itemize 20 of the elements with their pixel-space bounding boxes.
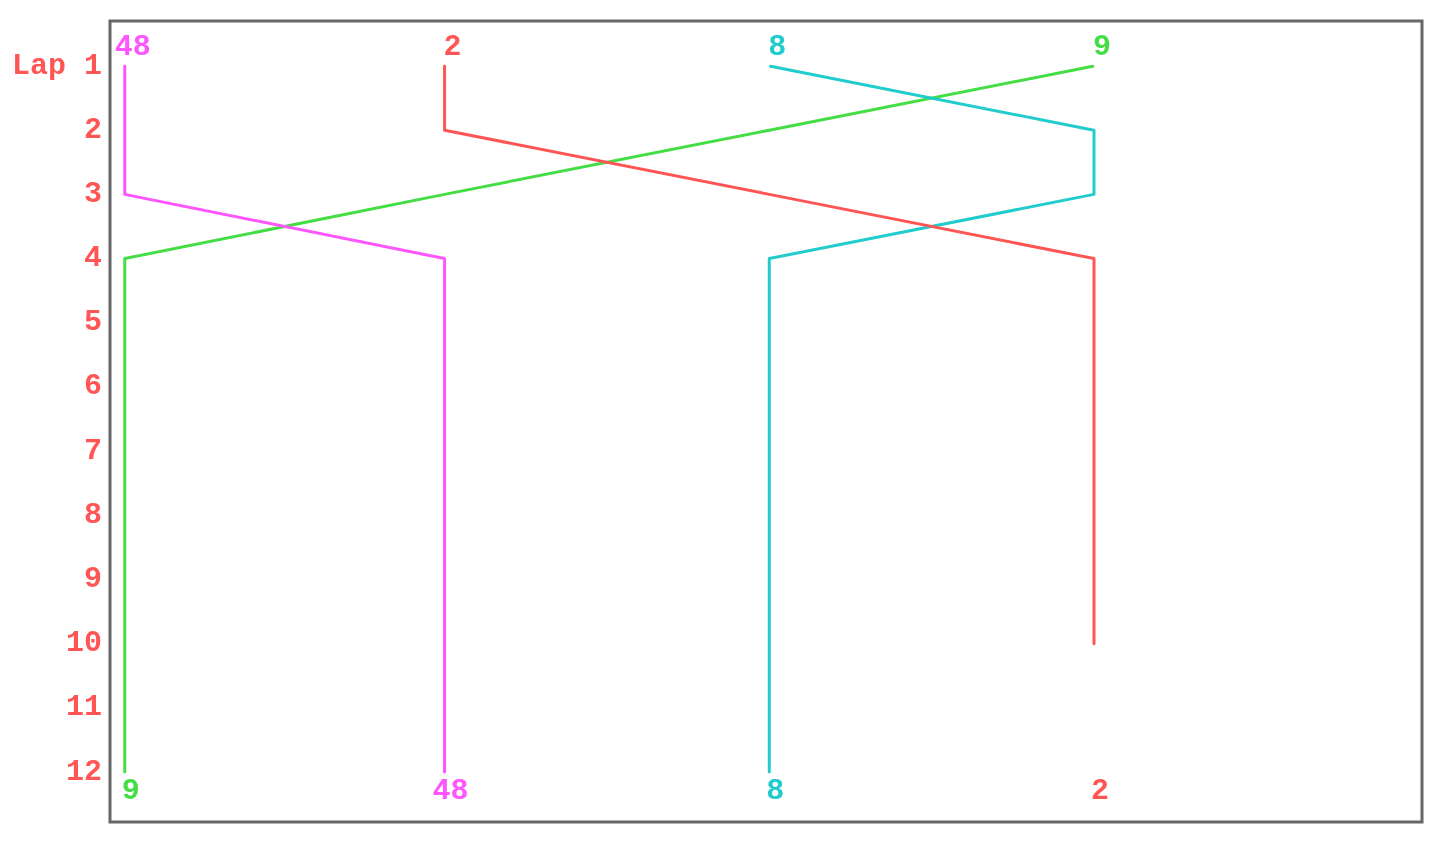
text: 48 [432, 773, 469, 808]
y-tick-label: 7 [83, 433, 102, 468]
series-label: 9 [1092, 29, 1112, 64]
y-tick-label: Lap 1 [11, 48, 102, 83]
category-label: 9 [121, 773, 140, 808]
y-tick-label: 5 [83, 305, 102, 340]
category-label: 8 [766, 773, 785, 808]
y-tick-label: 6 [83, 369, 102, 404]
category-label: 2 [1090, 773, 1110, 808]
series-label: 48 [114, 29, 151, 64]
y-tick-label: 11 [65, 690, 102, 725]
series-label: 2 [443, 29, 462, 64]
y-tick-label: 8 [83, 497, 102, 532]
y-tick-label: 10 [65, 626, 102, 661]
y-tick-label: 3 [83, 176, 102, 211]
y-tick-label: 12 [65, 754, 102, 789]
y-tick-label: 9 [83, 562, 102, 597]
y-tick-label: 2 [83, 112, 102, 147]
y-tick-label: 4 [83, 241, 102, 276]
series-label: 8 [768, 29, 787, 64]
